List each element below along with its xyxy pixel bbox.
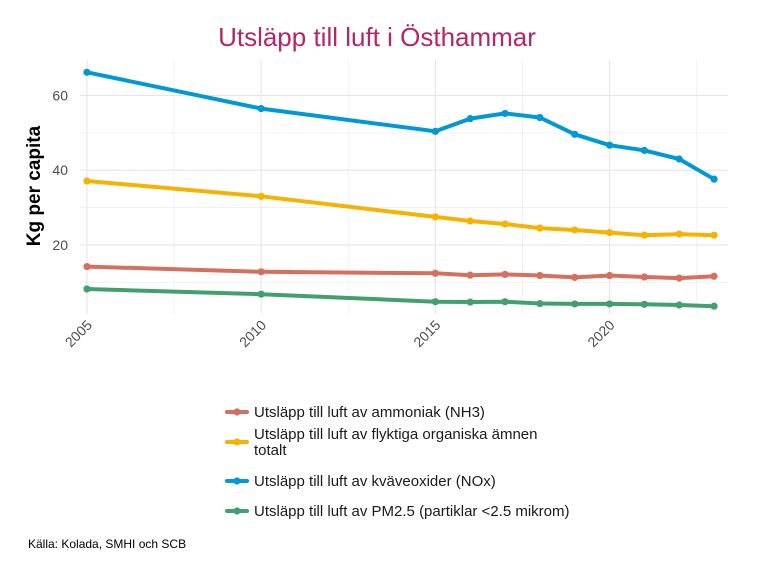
legend-label: Utsläpp till luft av kväveoxider (NOx) [254, 473, 496, 490]
data-point [83, 68, 91, 76]
data-point [536, 224, 544, 232]
data-point [501, 270, 509, 279]
series-2 [83, 177, 718, 239]
data-point [83, 262, 91, 271]
x-tick-label: 2010 [236, 317, 269, 350]
data-point [257, 268, 265, 276]
data-point [605, 228, 614, 237]
data-point [571, 226, 579, 234]
data-point [571, 130, 579, 138]
series-1 [83, 262, 718, 282]
legend-item-3: Utsläpp till luft av kväveoxider (NOx) [225, 473, 496, 490]
data-point [571, 273, 579, 281]
legend-label: Utsläpp till luft av PM2.5 (partiklar <2… [254, 503, 570, 520]
data-point [501, 220, 509, 228]
legend-key-point [233, 438, 241, 446]
data-point [605, 141, 614, 149]
data-point [710, 231, 718, 239]
data-point [710, 175, 718, 183]
data-point [640, 146, 648, 154]
data-point [431, 213, 439, 221]
y-tick-label: 40 [52, 162, 68, 178]
series-line [85, 70, 717, 182]
series-line [85, 179, 717, 238]
data-point [536, 271, 544, 280]
data-point [571, 300, 579, 308]
data-point [675, 301, 683, 309]
data-point [431, 127, 439, 135]
y-axis-ticks: 20 40 60 [52, 87, 68, 252]
data-point [431, 269, 439, 277]
legend: Utsläpp till luft av ammoniak (NH3) Utslä… [225, 404, 570, 520]
data-point [710, 272, 718, 280]
data-point [83, 285, 91, 293]
chart-title: Utsläpp till luft i Östhammar [218, 22, 536, 52]
data-point [605, 300, 614, 308]
x-tick-label: 2020 [584, 317, 617, 350]
source-note: Källa: Kolada, SMHI och SCB [28, 537, 186, 551]
legend-item-2: Utsläpp till luft av flyktiga organiska … [225, 426, 537, 459]
data-point [675, 274, 683, 282]
legend-key-point [233, 408, 241, 416]
data-point [501, 298, 509, 306]
legend-key-point [233, 477, 241, 485]
series-3 [83, 68, 718, 183]
data-point [640, 273, 648, 281]
series-line [85, 264, 717, 281]
data-point [536, 299, 544, 308]
data-point [466, 217, 474, 225]
data-point [605, 271, 614, 280]
data-point [536, 113, 544, 122]
data-point [257, 192, 265, 200]
legend-label: Utsläpp till luft av flyktiga organiska … [254, 426, 537, 443]
y-tick-label: 20 [52, 237, 68, 253]
x-tick-label: 2015 [410, 317, 443, 350]
series-4 [83, 285, 718, 310]
y-tick-label: 60 [52, 87, 68, 103]
data-point [466, 271, 474, 279]
data-point [675, 230, 683, 238]
data-point [501, 109, 509, 118]
series-line [85, 287, 717, 309]
y-axis-label: Kg per capita [24, 125, 45, 246]
legend-label: totalt [254, 442, 287, 459]
legend-item-4: Utsläpp till luft av PM2.5 (partiklar <2… [225, 503, 570, 520]
data-point [466, 298, 474, 306]
grid-lines [80, 60, 728, 314]
data-point [257, 104, 265, 113]
data-point [640, 300, 648, 308]
data-point [710, 302, 718, 310]
legend-label: Utsläpp till luft av ammoniak (NH3) [254, 404, 485, 421]
data-point [431, 298, 439, 306]
data-point [466, 115, 474, 123]
legend-item-1: Utsläpp till luft av ammoniak (NH3) [225, 404, 485, 421]
data-point [675, 155, 683, 163]
data-point [257, 290, 265, 298]
legend-key-point [233, 507, 241, 515]
data-point [640, 231, 648, 239]
data-point [83, 177, 91, 185]
x-axis-ticks: 2005 2010 2015 2020 [62, 317, 618, 350]
series-layer [83, 68, 718, 310]
x-tick-label: 2005 [62, 317, 95, 350]
